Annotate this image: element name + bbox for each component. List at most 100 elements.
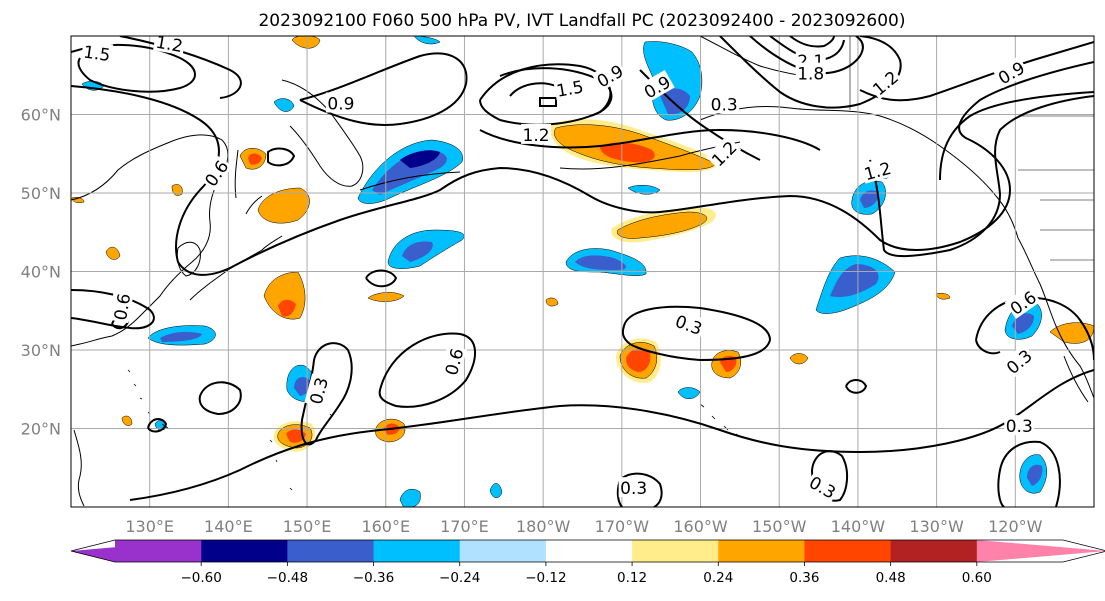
x-tick-label: 170°W xyxy=(595,517,650,536)
contour-label: 1.2 xyxy=(153,36,187,57)
colorbar-tick-label: −0.48 xyxy=(267,570,308,586)
colorbar-tick-label: −0.36 xyxy=(353,570,394,586)
pv-contour xyxy=(621,305,772,362)
contour-label-backing xyxy=(992,55,1029,89)
coastline-alaska xyxy=(699,106,1019,239)
contour-label-backing xyxy=(805,470,842,503)
pc-anomaly-negative xyxy=(677,387,701,399)
y-axis-tick-labels: 20°N 30°N 40°N 50°N 60°N xyxy=(21,106,61,439)
pv-contour xyxy=(939,91,1094,181)
coastline-philippines xyxy=(73,429,85,507)
colorbar-segment xyxy=(115,540,202,562)
pc-anomaly-negative xyxy=(273,98,295,112)
x-tick-label: 140°E xyxy=(204,517,253,536)
colorbar-segment xyxy=(545,540,633,562)
pc-anomaly-positive xyxy=(248,153,262,165)
colorbar-segment xyxy=(373,540,461,562)
pc-anomaly-positive xyxy=(616,211,707,239)
pv-contour xyxy=(71,289,155,330)
pc-anomaly-positive xyxy=(545,297,559,307)
colorbar-segment xyxy=(718,540,805,562)
pv-contour xyxy=(975,296,1094,361)
pv-contour xyxy=(749,36,864,75)
colorbar-segment xyxy=(287,540,375,562)
contour-label-backing xyxy=(705,135,742,171)
pv-contour xyxy=(198,381,242,416)
x-tick-label: 130°W xyxy=(909,517,964,536)
pv-contour xyxy=(479,128,821,151)
contour-label-backing xyxy=(80,40,114,65)
contour-label-backing xyxy=(553,75,587,101)
coastline-sakhalin xyxy=(234,149,239,199)
pc-anomaly-positive xyxy=(935,292,951,300)
pc-anomaly-positive xyxy=(278,299,296,317)
contour-label-text: 0.3 xyxy=(620,479,647,499)
pc-anomaly-negative xyxy=(660,88,690,115)
pc-anomaly-negative xyxy=(413,36,441,45)
coastlines-layer xyxy=(71,36,1094,507)
colorbar-segment xyxy=(201,540,288,562)
political-boundaries xyxy=(849,36,1094,261)
pc-anomaly-negative xyxy=(160,331,202,342)
pv-contour xyxy=(509,82,557,107)
colorbar-tick-label: −0.60 xyxy=(180,570,221,586)
contour-label: 1.2 xyxy=(521,123,552,146)
pv-contour xyxy=(71,43,196,93)
contour-label: 1.8 xyxy=(795,62,826,85)
contour-label-backing xyxy=(795,62,826,83)
pv-contour xyxy=(869,95,1094,258)
x-tick-label: 150°E xyxy=(283,517,332,536)
contour-label-backing xyxy=(304,373,332,408)
coastline-asia xyxy=(71,134,229,347)
pv-contour xyxy=(119,36,242,99)
contour-label-text: 1.5 xyxy=(82,42,112,66)
contour-label-backing xyxy=(591,59,628,92)
x-tick-label: 160°E xyxy=(361,517,410,536)
pc-anomaly-positive xyxy=(789,353,809,365)
pv-contour xyxy=(300,342,353,446)
pc-anomaly-positive xyxy=(257,187,310,224)
pv-contour xyxy=(378,332,477,408)
pc-anomaly-negative xyxy=(399,489,421,507)
contour-label-backing xyxy=(198,154,233,191)
y-tick-label: 20°N xyxy=(21,420,61,439)
contour-label-backing xyxy=(108,290,134,324)
colorbar-segment xyxy=(804,540,892,562)
chart-title: 2023092100 F060 500 hPa PV, IVT Landfall… xyxy=(258,11,905,31)
pc-anomaly-negative xyxy=(489,483,503,498)
contour-label: 0.9 xyxy=(325,92,356,115)
contour-label: 0.6 xyxy=(439,344,468,379)
contour-label-text: 1.8 xyxy=(797,65,824,85)
colorbar-tick-label: 0.36 xyxy=(789,570,819,586)
colorbar-outline xyxy=(70,539,1105,563)
coastline-north-america xyxy=(1017,237,1094,399)
x-tick-label: 170°E xyxy=(440,517,489,536)
contour-label-backing xyxy=(671,309,707,339)
x-tick-label: 160°W xyxy=(673,517,728,536)
pv-contour xyxy=(71,61,1094,276)
pc-anomaly-negative xyxy=(1012,313,1034,334)
pc-anomaly-positive xyxy=(105,246,121,260)
colorbar-segment xyxy=(890,540,978,562)
pv-contour xyxy=(859,41,1094,102)
pc-anomaly-negative xyxy=(402,241,433,262)
contour-label-text: 1.2 xyxy=(523,126,550,146)
y-tick-label: 60°N xyxy=(21,106,61,125)
contour-label-backing xyxy=(638,69,675,103)
x-tick-label: 120°W xyxy=(988,517,1043,536)
contour-label-text: 0.3 xyxy=(1006,417,1033,437)
colorbar-segment xyxy=(459,540,547,562)
contour-label-backing xyxy=(439,344,467,379)
map-frame xyxy=(70,35,1095,508)
contour-label-text: 1.5 xyxy=(555,77,585,101)
contour-label-backing xyxy=(866,65,903,100)
colorbar-tick-label: 0.48 xyxy=(876,570,906,586)
colorbar-segment xyxy=(632,540,719,562)
x-tick-label: 180°W xyxy=(516,517,571,536)
pv-contour xyxy=(299,52,468,126)
pc-anomaly-negative xyxy=(1027,464,1043,486)
x-tick-label: 150°W xyxy=(752,517,807,536)
contour-label-backing xyxy=(1004,285,1041,319)
contour-label: 1.5 xyxy=(553,75,587,102)
